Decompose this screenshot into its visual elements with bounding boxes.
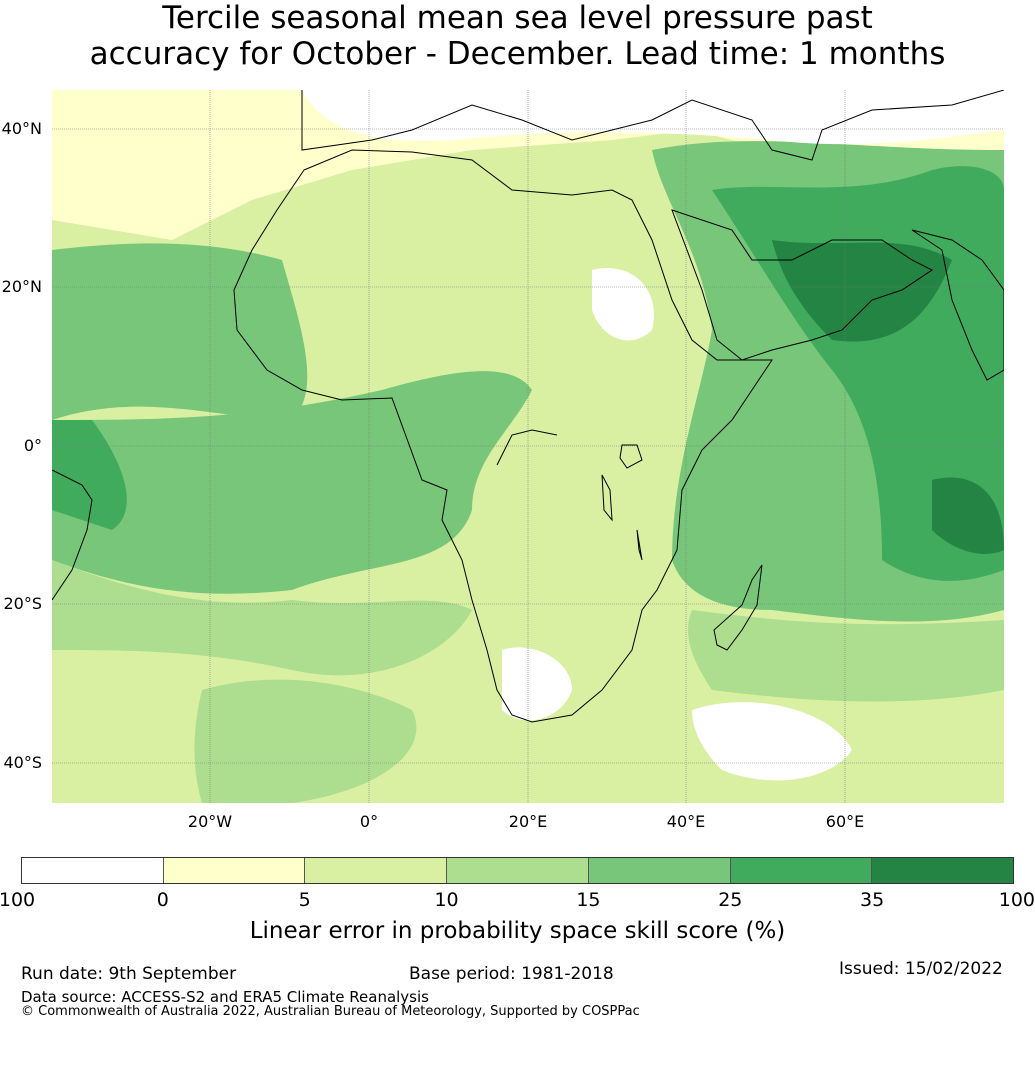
data-source: Data source: ACCESS-S2 and ERA5 Climate … <box>21 988 429 1006</box>
lat-label-40n: 40°N <box>1 119 42 138</box>
lon-label-60e: 60°E <box>825 812 865 831</box>
lat-label-40s: 40°S <box>3 753 42 772</box>
colorbar <box>21 857 1014 884</box>
skill-map <box>52 90 1004 803</box>
colorbar-tick-label: 25 <box>718 889 743 911</box>
colorbar-tick-label: 10 <box>434 889 459 911</box>
colorbar-segment <box>729 858 872 883</box>
title-line-2: accuracy for October - December. Lead ti… <box>89 36 946 72</box>
colorbar-segment <box>587 858 730 883</box>
lon-label-20e: 20°E <box>508 812 548 831</box>
coastlines <box>52 90 1004 723</box>
base-period: Base period: 1981-2018 <box>409 964 614 984</box>
colorbar-tick-label: 5 <box>298 889 311 911</box>
lon-label-20w: 20°W <box>187 812 233 831</box>
colorbar-segment <box>446 858 588 883</box>
title-line-1: Tercile seasonal mean sea level pressure… <box>162 0 873 36</box>
colorbar-segment <box>871 858 1014 883</box>
gridlines <box>52 90 1004 803</box>
lat-label-20n: 20°N <box>1 277 42 296</box>
chart-title: Tercile seasonal mean sea level pressure… <box>0 0 1035 72</box>
lat-label-20s: 20°S <box>3 594 42 613</box>
map-svg <box>52 90 1004 803</box>
colorbar-segment <box>304 858 447 883</box>
colorbar-tick-label: 100 <box>998 889 1035 911</box>
colorbar-segment <box>162 858 305 883</box>
colorbar-tick-label: -100 <box>0 889 36 911</box>
colorbar-tick-label: 0 <box>156 889 169 911</box>
colorbar-tick-label: 35 <box>860 889 885 911</box>
lon-label-0: 0° <box>359 812 379 831</box>
colorbar-segment <box>22 858 163 883</box>
colorbar-label: Linear error in probability space skill … <box>249 918 786 944</box>
lon-label-40e: 40°E <box>666 812 706 831</box>
lat-label-0: 0° <box>23 436 42 455</box>
colorbar-tick-label: 15 <box>576 889 601 911</box>
run-date: Run date: 9th September <box>21 964 237 984</box>
issued-date: Issued: 15/02/2022 <box>839 959 1003 979</box>
copyright: © Commonwealth of Australia 2022, Austra… <box>21 1004 640 1019</box>
